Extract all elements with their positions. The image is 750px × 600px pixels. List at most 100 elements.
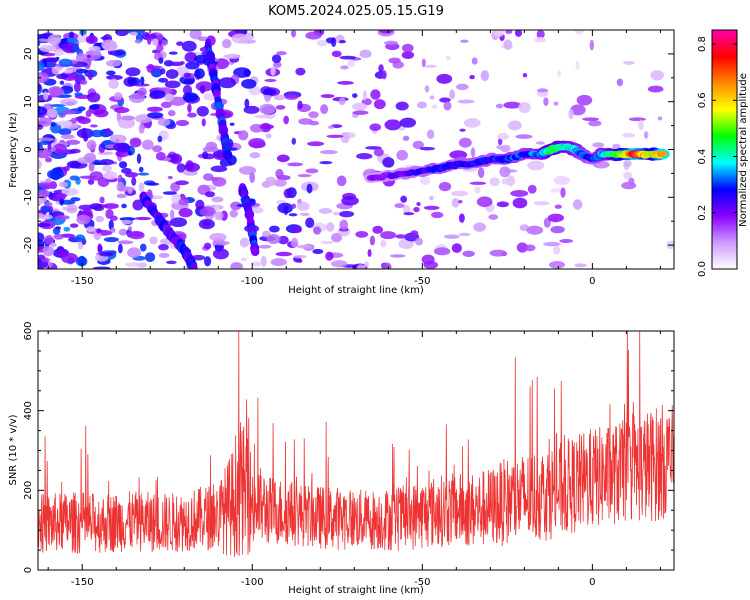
spectrogram-cell xyxy=(118,228,128,236)
spectrogram-cell xyxy=(169,217,188,228)
spectrogram-cell xyxy=(416,202,421,207)
snr-y-tick-label: 600 xyxy=(23,321,34,340)
snr-y-tick-label: 400 xyxy=(23,401,34,420)
spectrogram-cell xyxy=(592,142,605,148)
spectrogram-cell xyxy=(214,211,224,221)
spectrogram-cell xyxy=(118,161,128,169)
spectrogram-cell xyxy=(339,55,357,60)
spectrogram-cell xyxy=(53,49,65,56)
spectrogram-cell xyxy=(45,202,53,207)
spectrogram-cell xyxy=(534,36,546,43)
spectrogram-cell xyxy=(118,243,123,254)
spectrogram-cell xyxy=(38,140,51,146)
spectrogram-cell xyxy=(238,130,249,141)
spectrogram-cell xyxy=(320,94,335,99)
spectrogram-cell xyxy=(175,180,189,186)
spectrogram-cell xyxy=(251,206,264,214)
spectrogram-cell xyxy=(61,109,78,115)
spectrogram-cell xyxy=(79,175,98,179)
spectrogram-cell xyxy=(117,117,136,129)
spectrogram-cell xyxy=(263,88,277,96)
spectrogram-cell xyxy=(419,176,431,185)
spectrogram-cell xyxy=(125,262,143,267)
spectrogram-cell xyxy=(480,70,490,82)
colorbar-tick-label: 0.6 xyxy=(697,92,708,108)
spectrogram-cell xyxy=(103,203,119,210)
spectrogram-cell xyxy=(296,259,303,263)
spectrogram-cell xyxy=(125,67,141,77)
spectrogram-cell xyxy=(132,199,144,211)
spectrogram-cell xyxy=(331,50,342,58)
spectrogram-cell xyxy=(576,94,593,106)
spectrogram-cell xyxy=(47,169,65,180)
spectrogram-cell xyxy=(137,172,150,176)
spectrogram-cell xyxy=(176,163,186,173)
spectrogram-cell xyxy=(623,171,633,180)
spectrogram-cell xyxy=(83,152,97,163)
spectrogram-cell xyxy=(101,39,117,51)
spectrogram-cell xyxy=(449,89,456,100)
spectrogram-cell xyxy=(109,134,127,143)
spectrogram-cell xyxy=(471,57,478,65)
spectrogram-cell xyxy=(327,125,335,129)
spectrogram-cell xyxy=(402,135,410,141)
spectrogram-cell xyxy=(204,191,216,198)
spectrogram-cell xyxy=(113,107,130,114)
snr-y-tick-label: 0 xyxy=(23,567,34,573)
colorbar-tick-label: 0.4 xyxy=(697,149,708,165)
spectrogram-cell xyxy=(549,260,565,269)
spectrogram-cell xyxy=(50,121,56,127)
spectrogram-cell xyxy=(167,175,173,180)
spectrogram-cell xyxy=(38,214,53,220)
spectrogram-cell xyxy=(73,82,81,93)
spectrogram-cell xyxy=(88,45,101,51)
spectrogram-cell xyxy=(38,83,42,92)
spectrogram-cell xyxy=(320,240,334,245)
snr-y-axis-label: SNR (10 * v/v) xyxy=(8,414,19,485)
spectrogram-cell xyxy=(38,72,50,83)
spectrogram-cell xyxy=(54,215,70,220)
spectrogram-cell xyxy=(570,104,586,116)
spectrogram-cell xyxy=(60,98,78,107)
spectrogram-cell xyxy=(38,117,52,127)
spectrogram-cell xyxy=(156,45,164,52)
spectrogram-cell xyxy=(359,49,372,59)
spectrogram-cell xyxy=(160,68,166,75)
spectrogram-cell xyxy=(291,203,297,209)
spectrogram-x-tick-label: -100 xyxy=(241,276,264,287)
spectrogram-cell xyxy=(373,99,386,110)
spectrogram-cell xyxy=(85,49,102,60)
spectrogram-cell xyxy=(325,251,334,261)
spectrogram-cell xyxy=(86,139,97,151)
spectrogram-cell xyxy=(451,198,460,208)
spectrogram-cell xyxy=(273,61,282,68)
spectrogram-cell xyxy=(290,237,299,248)
spectrogram-cell xyxy=(117,240,134,245)
spectrogram-cell xyxy=(109,50,126,56)
spectrogram-cell xyxy=(179,61,185,65)
spectrogram-cell xyxy=(121,203,127,209)
spectrogram-cell xyxy=(572,199,583,210)
spectrogram-cell xyxy=(141,139,154,151)
spectrogram-cell xyxy=(181,40,197,52)
spectrogram-cell xyxy=(209,232,227,242)
spectrogram-cell xyxy=(146,189,153,199)
spectrogram-cell xyxy=(106,74,123,81)
spectrogram-cell xyxy=(537,88,549,93)
spectrogram-cell xyxy=(96,228,102,234)
spectrogram-cell xyxy=(264,93,271,103)
spectrogram-streak xyxy=(223,150,233,160)
spectrogram-cell xyxy=(296,201,310,211)
spectrogram-cell xyxy=(473,222,487,232)
spectrogram-cell xyxy=(199,85,206,94)
spectrogram-cell xyxy=(74,92,83,97)
spectrogram-y-tick-label: 10 xyxy=(23,95,34,108)
spectrogram-cell xyxy=(431,104,438,109)
spectrogram-cell xyxy=(497,132,509,140)
spectrogram-cell xyxy=(201,118,206,127)
spectrogram-cell xyxy=(184,162,201,172)
spectrogram-cell xyxy=(489,177,500,186)
spectrogram-cell xyxy=(277,202,294,214)
spectrogram-cell xyxy=(85,110,92,118)
spectrogram-cell xyxy=(42,246,55,257)
